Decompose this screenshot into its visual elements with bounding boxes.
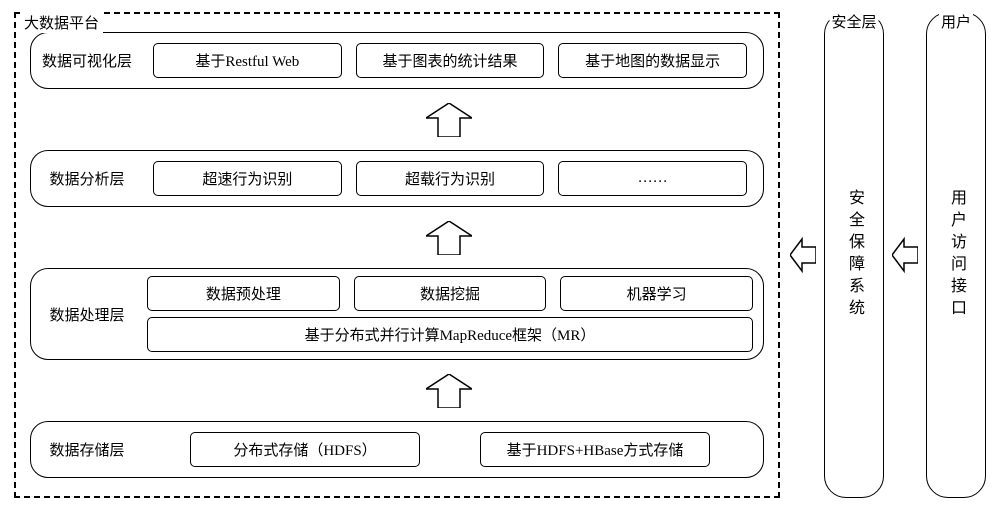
processing-item-mining: 数据挖掘 — [354, 276, 547, 311]
storage-label: 数据存储层 — [35, 439, 139, 460]
right-group: 安全层 安全保障系统 用户 用户访问接口 — [790, 12, 986, 498]
analysis-label: 数据分析层 — [35, 168, 139, 189]
processing-item-ml: 机器学习 — [560, 276, 753, 311]
analysis-item-speeding: 超速行为识别 — [153, 161, 342, 196]
processing-item-preprocess: 数据预处理 — [147, 276, 340, 311]
processing-item-mapreduce: 基于分布式并行计算MapReduce框架（MR） — [147, 317, 753, 352]
arrow-storage-to-processing — [426, 374, 472, 408]
vis-item-restful: 基于Restful Web — [153, 43, 342, 78]
visualization-label: 数据可视化层 — [35, 50, 139, 71]
visualization-body: 基于Restful Web 基于图表的统计结果 基于地图的数据显示 — [147, 41, 753, 80]
processing-body: 数据预处理 数据挖掘 机器学习 基于分布式并行计算MapReduce框架（MR） — [147, 276, 753, 352]
security-title: 安全层 — [829, 11, 878, 32]
user-column: 用户 用户访问接口 — [926, 12, 986, 498]
layer-visualization: 数据可视化层 基于Restful Web 基于图表的统计结果 基于地图的数据显示 — [30, 32, 764, 89]
page-root: 大数据平台 数据可视化层 基于Restful Web 基于图表的统计结果 基于地… — [14, 12, 986, 498]
vis-item-chart: 基于图表的统计结果 — [356, 43, 545, 78]
storage-item-hdfs: 分布式存储（HDFS） — [190, 432, 420, 467]
storage-item-hbase: 基于HDFS+HBase方式存储 — [480, 432, 710, 467]
layer-analysis: 数据分析层 超速行为识别 超载行为识别 …… — [30, 150, 764, 207]
analysis-body: 超速行为识别 超载行为识别 …… — [147, 159, 753, 198]
processing-label: 数据处理层 — [35, 304, 139, 325]
layer-storage: 数据存储层 分布式存储（HDFS） 基于HDFS+HBase方式存储 — [30, 421, 764, 478]
security-layer-column: 安全层 安全保障系统 — [824, 12, 884, 498]
arrow-security-to-platform — [790, 235, 816, 275]
storage-body: 分布式存储（HDFS） 基于HDFS+HBase方式存储 — [147, 430, 753, 469]
arrow-processing-to-analysis — [426, 221, 472, 255]
security-system-text: 安全保障系统 — [842, 189, 866, 321]
analysis-item-more: …… — [558, 161, 747, 196]
user-interface-text: 用户访问接口 — [944, 189, 968, 321]
vis-item-map: 基于地图的数据显示 — [558, 43, 747, 78]
big-data-platform-frame: 大数据平台 数据可视化层 基于Restful Web 基于图表的统计结果 基于地… — [14, 12, 780, 498]
platform-title: 大数据平台 — [20, 12, 103, 33]
arrow-user-to-security — [892, 235, 918, 275]
layer-processing: 数据处理层 数据预处理 数据挖掘 机器学习 基于分布式并行计算MapReduce… — [30, 268, 764, 360]
analysis-item-overload: 超载行为识别 — [356, 161, 545, 196]
user-title: 用户 — [939, 11, 973, 32]
arrow-analysis-to-vis — [426, 103, 472, 137]
